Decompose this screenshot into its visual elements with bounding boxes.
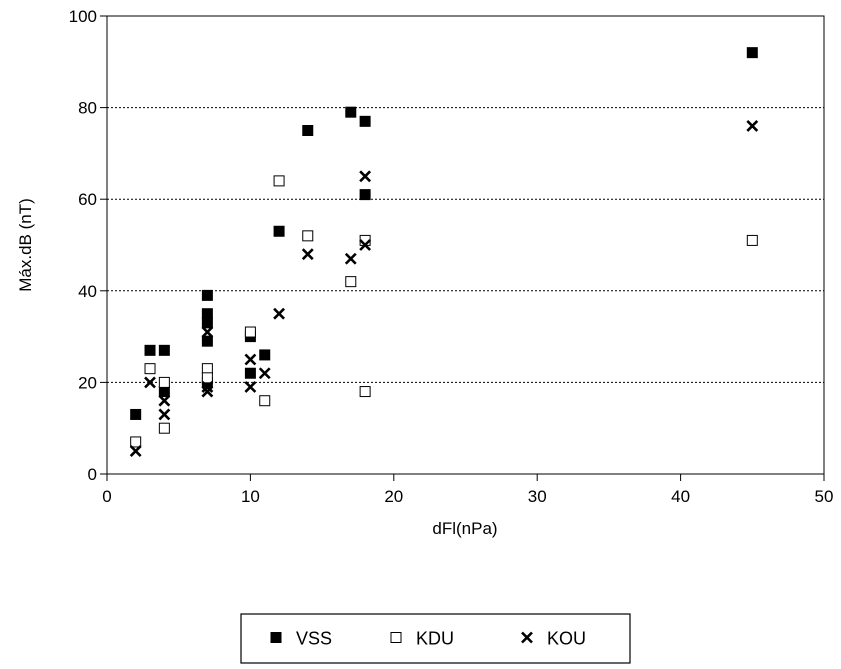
y-tick-label-60: 60 [78,190,97,209]
legend-marker-kou [521,631,533,644]
legend-marker-vss [270,632,282,643]
y-axis-label: Máx.dB (nT) [16,198,35,292]
legend-label-kou: KOU [547,629,586,649]
point-kdu-12 [359,386,371,398]
point-kou-5 [201,381,214,393]
point-kdu-9 [302,230,314,242]
point-vss-17 [746,47,758,59]
x-tick-label-50: 50 [815,487,834,506]
point-kou-3 [158,408,171,421]
plot-frame [106,15,825,475]
point-kdu-5 [201,372,213,384]
point-vss-3 [158,386,170,398]
point-kou-6 [201,385,214,398]
series-vss [130,47,758,420]
point-vss-15 [359,115,371,127]
point-vss-5 [201,308,213,320]
point-vss-2 [158,344,170,356]
series-kou [129,120,759,458]
point-kou-14 [359,239,372,251]
point-kou-15 [746,120,759,132]
legend-marker-kdu [390,632,402,643]
point-kou-7 [244,353,257,366]
y-tick-label-80: 80 [78,99,97,118]
x-tick-label-0: 0 [102,487,111,506]
point-vss-14 [345,106,357,118]
point-kdu-4 [201,363,213,375]
point-kdu-7 [259,395,271,407]
point-vss-0 [130,408,142,420]
point-kdu-2 [158,376,170,388]
y-tick-label-20: 20 [78,373,97,392]
grid-lines [107,107,824,383]
x-tick-label-10: 10 [241,487,260,506]
point-kdu-13 [746,234,758,246]
point-kou-12 [344,252,357,265]
x-tick-label-20: 20 [384,487,403,506]
point-vss-10 [244,367,256,379]
point-kdu-1 [144,363,156,375]
legend: VSS KDU KOU [240,613,631,664]
point-kou-2 [158,394,171,407]
point-vss-4 [201,289,213,301]
y-tick-label-0: 0 [88,465,97,484]
data-points [129,47,759,458]
point-vss-12 [273,225,285,237]
y-tick-label-100: 100 [69,7,97,26]
point-kou-11 [301,248,314,261]
point-kou-8 [244,381,257,393]
point-kou-10 [273,307,285,320]
point-kdu-3 [158,422,170,434]
y-tick-label-40: 40 [78,282,97,301]
series-kdu [130,175,758,448]
point-vss-11 [259,349,271,361]
point-vss-6 [201,317,213,329]
x-axis-label: dFl(nPa) [432,519,497,538]
point-kdu-8 [273,175,285,187]
x-tick-label-30: 30 [528,487,547,506]
point-vss-7 [201,335,213,347]
point-vss-13 [302,125,314,136]
point-kou-0 [129,445,142,458]
legend-box [240,613,631,664]
x-tick-label-40: 40 [671,487,690,506]
axes: 0 20 40 60 80 100 0 10 20 30 40 50 [69,7,834,506]
point-vss-16 [359,189,371,201]
point-kou-1 [144,376,156,389]
point-kdu-10 [345,276,357,288]
point-kou-13 [359,170,372,183]
legend-label-vss: VSS [296,629,332,649]
legend-label-kdu: KDU [416,629,454,649]
point-vss-1 [144,344,156,356]
point-kou-9 [258,367,271,380]
point-kou-4 [201,326,214,338]
point-kdu-0 [130,436,142,448]
point-kdu-6 [244,326,256,338]
